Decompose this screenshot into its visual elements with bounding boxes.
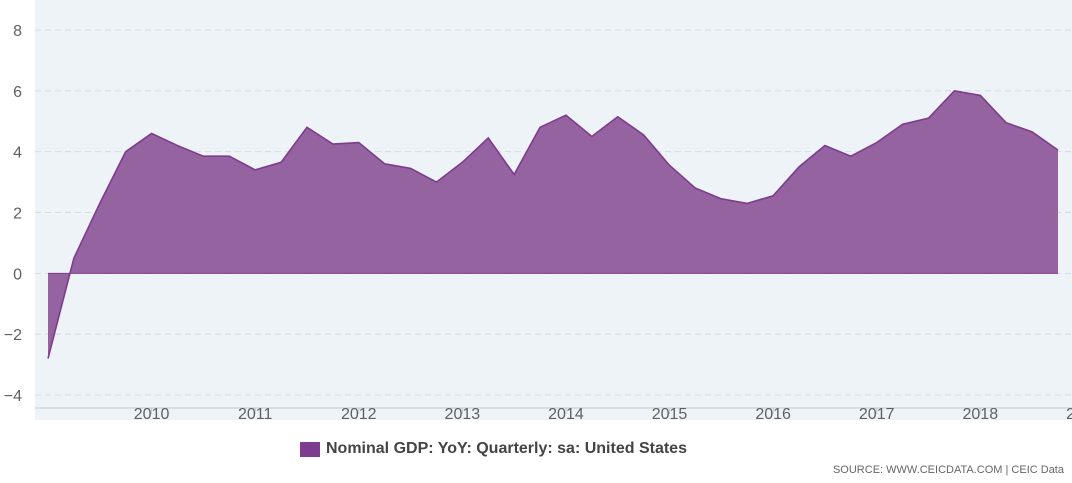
data-point [331,142,335,146]
data-point [150,131,154,135]
y-tick-label: 8 [13,23,22,40]
data-point [227,154,231,158]
legend-label: Nominal GDP: YoY: Quarterly: sa: United … [326,440,687,457]
x-tick-label: 2018 [963,406,999,423]
data-point [124,150,128,154]
data-point [72,256,76,260]
legend[interactable]: Nominal GDP: YoY: Quarterly: sa: United … [300,440,687,458]
data-point [590,134,594,138]
data-point [486,136,490,140]
data-point [175,144,179,148]
data-point [1030,130,1034,134]
data-point [745,201,749,205]
data-point [201,154,205,158]
data-point [279,160,283,164]
data-point [771,194,775,198]
x-tick-label: 2016 [755,406,791,423]
data-point [512,172,516,176]
data-point [383,162,387,166]
data-point [978,93,982,97]
data-point [434,180,438,184]
y-tick-label: 2 [13,206,22,223]
data-point [927,116,931,120]
y-tick-label: −2 [4,327,22,344]
data-point [875,141,879,145]
data-point [46,357,50,361]
y-tick-label: −4 [4,388,22,405]
data-point [305,125,309,129]
data-point [564,113,568,117]
x-tick-label: 2017 [859,406,895,423]
data-point [668,163,672,167]
data-point [460,160,464,164]
data-point [616,115,620,119]
data-point [1004,121,1008,125]
area-layer [46,89,1060,361]
data-point [901,122,905,126]
data-point [253,168,257,172]
data-point [1056,148,1060,152]
x-tick-label: 2014 [548,406,584,423]
data-point [719,197,723,201]
x-tick-label: 2013 [445,406,481,423]
data-point [98,201,102,205]
data-point [797,165,801,169]
series-line [47,89,1059,359]
x-axis-ticks: 2010 2011 2012 2013 2014 2015 2016 2017 2018 2019 [35,406,1072,423]
y-tick-label: 6 [13,84,22,101]
source-credit: SOURCE: WWW.CEICDATA.COM | CEIC Data [832,464,1064,476]
legend-swatch [300,441,320,457]
x-tick-label: 2015 [652,406,688,423]
y-tick-label: 4 [13,145,22,162]
y-axis-ticks: 8 6 4 2 0 −2 −4 [4,23,22,405]
data-point [357,141,361,145]
data-point [409,166,413,170]
x-tick-label: 2011 [238,406,273,423]
y-tick-label: 0 [13,266,22,283]
series-area-fill [48,90,1058,359]
x-tick-label: 2019 [1066,406,1072,423]
x-tick-label: 2010 [134,406,170,423]
data-point [693,186,697,190]
data-point [538,125,542,129]
data-point [952,89,956,93]
data-point [642,133,646,137]
data-point [823,144,827,148]
x-tick-label: 2012 [341,406,377,423]
data-point [849,154,853,158]
